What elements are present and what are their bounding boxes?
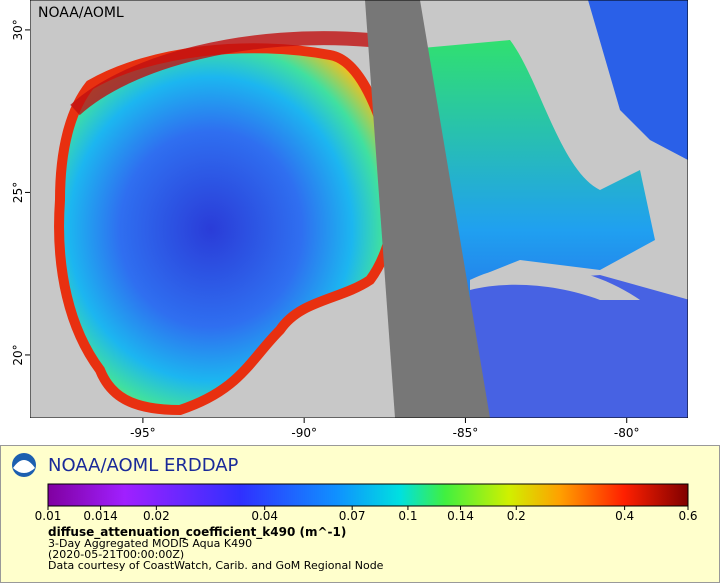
lon-tick-label: -80°	[614, 426, 640, 440]
colorbar-tick-label: 0.1	[398, 509, 417, 523]
caption-line: 3-Day Aggregated MODIS Aqua K490	[48, 537, 252, 550]
caribbean	[470, 275, 688, 418]
lon-tick-label: -85°	[453, 426, 479, 440]
lat-tick-label: 25°	[11, 182, 25, 203]
colorbar-tick-label: 0.04	[251, 509, 278, 523]
colorbar-tick-label: 0.2	[507, 509, 526, 523]
caption-line: (2020-05-21T00:00:00Z)	[48, 548, 184, 561]
coast-turbid	[70, 31, 371, 116]
colorbar-tick-label: 0.01	[35, 509, 62, 523]
cuba	[470, 266, 640, 300]
lat-tick-label: 20°	[11, 344, 25, 365]
map	[30, 0, 688, 418]
colorbar	[47, 483, 689, 507]
caption-line: Data courtesy of CoastWatch, Carib. and …	[48, 559, 384, 572]
legend-title: NOAA/AOML ERDDAP	[48, 455, 239, 476]
variable-name: diffuse_attenuation_coefficient_k490 (m^…	[48, 525, 346, 540]
lon-tick-label: -95°	[130, 426, 156, 440]
atlantic	[588, 0, 688, 160]
colorbar-tick-label: 0.4	[615, 509, 634, 523]
colorbar-tick-label: 0.6	[678, 509, 697, 523]
colorbar-tick-label: 0.07	[339, 509, 366, 523]
noaa-logo-bird	[13, 460, 35, 473]
corner-label: NOAA/AOML	[38, 5, 124, 21]
lat-tick-label: 30°	[11, 19, 25, 40]
gulf-of-mexico	[54, 43, 401, 416]
no-data-swath	[365, 0, 490, 418]
lon-tick-label: -90°	[291, 426, 317, 440]
colorbar-tick-label: 0.14	[447, 509, 474, 523]
colorbar-tick-label: 0.02	[143, 509, 170, 523]
legend-panel	[0, 445, 720, 583]
colorbar-tick-label: 0.014	[83, 509, 117, 523]
